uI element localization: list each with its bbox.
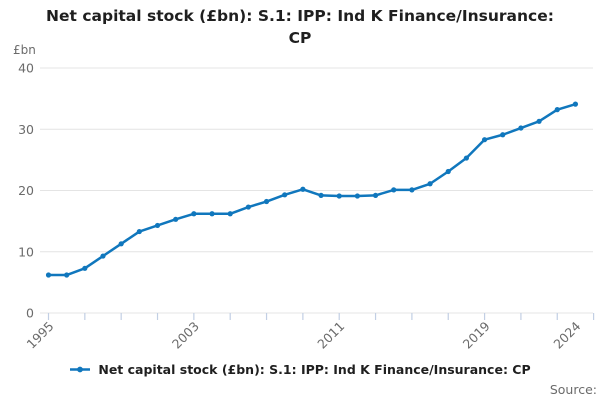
- data-point-marker: [227, 211, 233, 217]
- source-label: Source:: [549, 382, 597, 397]
- x-axis-tick-label: 2003: [169, 319, 202, 352]
- data-point-marker: [354, 193, 360, 199]
- data-point-marker: [100, 253, 106, 259]
- data-point-marker: [245, 204, 251, 210]
- data-point-marker: [282, 192, 288, 198]
- data-point-marker: [300, 186, 306, 192]
- data-point-marker: [518, 125, 524, 131]
- data-point-marker: [500, 132, 506, 138]
- data-point-marker: [191, 211, 197, 217]
- data-point-marker: [82, 265, 88, 271]
- data-point-marker: [391, 187, 397, 193]
- chart-title: Net capital stock (£bn): S.1: IPP: Ind K…: [0, 5, 600, 49]
- chart-title-line1: Net capital stock (£bn): S.1: IPP: Ind K…: [46, 7, 554, 25]
- x-axis-tick-label: 2019: [460, 318, 493, 351]
- legend-line-marker-icon: [70, 366, 91, 373]
- y-axis-tick-label: 40: [18, 61, 34, 76]
- y-axis-tick-label: 20: [18, 183, 34, 198]
- data-point-marker: [318, 192, 324, 198]
- chart-title-line2: CP: [288, 29, 312, 47]
- data-point-marker: [445, 168, 451, 175]
- data-point-marker: [64, 272, 70, 278]
- data-point-marker: [463, 155, 470, 161]
- data-point-marker: [427, 181, 433, 187]
- data-point-marker: [409, 187, 415, 193]
- data-point-marker: [336, 193, 342, 199]
- y-axis-tick-label: 30: [18, 122, 34, 137]
- data-point-marker: [173, 216, 179, 222]
- y-axis-tick-label: 10: [18, 244, 34, 259]
- y-axis-unit-label: £bn: [13, 43, 36, 57]
- data-point-marker: [372, 192, 379, 198]
- x-axis-tick-label: 2011: [314, 319, 347, 352]
- data-point-marker: [154, 222, 161, 229]
- data-point-marker: [118, 241, 124, 247]
- data-point-marker: [481, 137, 488, 143]
- data-point-marker: [554, 107, 560, 113]
- x-axis-tick-label: 2024: [550, 318, 583, 351]
- y-axis-tick-label: 0: [26, 306, 34, 321]
- data-point-marker: [263, 198, 270, 205]
- data-point-marker: [136, 228, 142, 235]
- x-axis-tick-label: 1995: [24, 319, 57, 352]
- chart-legend: Net capital stock (£bn): S.1: IPP: Ind K…: [0, 362, 600, 377]
- data-point-marker: [536, 118, 542, 124]
- data-point-marker: [45, 272, 52, 278]
- data-point-marker: [572, 101, 579, 107]
- data-point-marker: [209, 211, 215, 217]
- data-line: [47, 102, 577, 277]
- legend-series-label: Net capital stock (£bn): S.1: IPP: Ind K…: [98, 362, 531, 377]
